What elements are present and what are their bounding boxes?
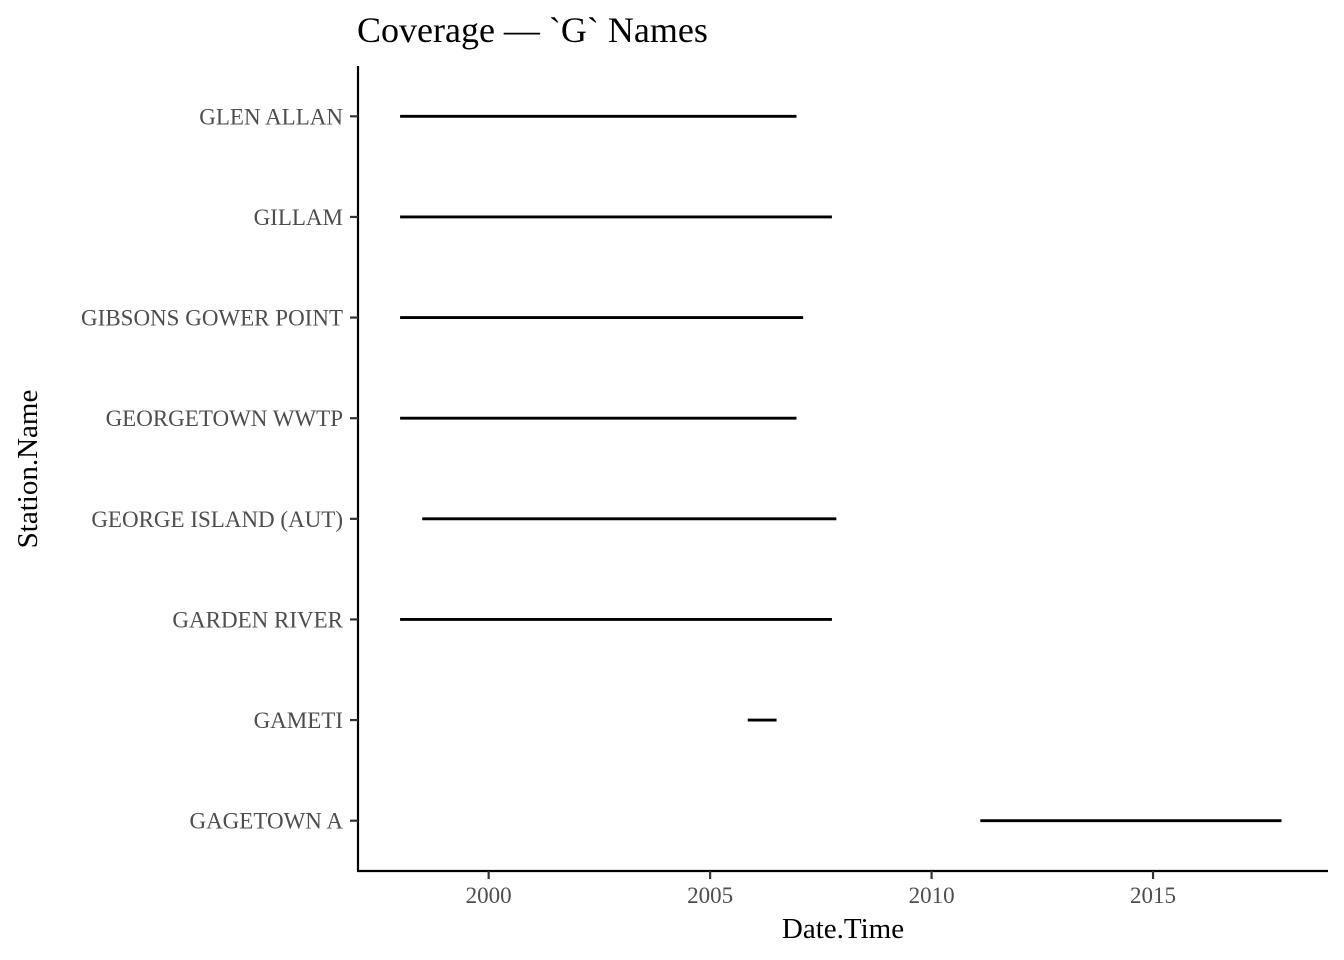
- y-tick-label: GEORGE ISLAND (AUT): [91, 507, 343, 532]
- x-tick-label: 2005: [687, 883, 733, 908]
- y-tick-label: GAGETOWN A: [189, 809, 343, 834]
- y-tick-label: GLEN ALLAN: [199, 104, 343, 129]
- y-tick-label: GIBSONS GOWER POINT: [81, 306, 343, 331]
- x-axis: 2000 2005 2010 2015: [466, 871, 1176, 908]
- y-tick-label: GEORGETOWN WWTP: [106, 406, 343, 431]
- chart-title: Coverage — `G` Names: [357, 10, 708, 50]
- x-axis-title: Date.Time: [782, 913, 904, 945]
- y-axis: GAGETOWN A GAMETI GARDEN RIVER GEORGE ISLAN…: [81, 104, 358, 834]
- y-tick-label: GAMETI: [254, 708, 343, 733]
- y-tick-label: GILLAM: [254, 205, 343, 230]
- y-tick-label: GARDEN RIVER: [172, 607, 343, 632]
- x-tick-label: 2015: [1130, 883, 1176, 908]
- x-tick-label: 2000: [466, 883, 512, 908]
- plot-area: [400, 114, 1282, 823]
- y-axis-title: Station.Name: [12, 390, 44, 549]
- x-tick-label: 2010: [909, 883, 955, 908]
